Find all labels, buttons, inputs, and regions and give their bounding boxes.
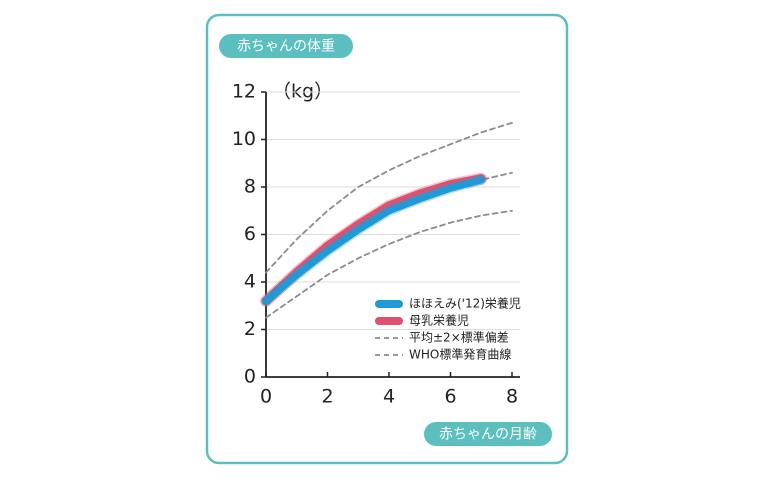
legend-label: WHO標準発育曲線 [409,347,511,362]
y-tick-label: 0 [244,366,256,388]
x-axis-label: 赤ちゃんの月齢 [439,427,537,443]
series-line [265,209,513,319]
y-tick-label: 6 [244,223,256,245]
legend-label: 母乳栄養児 [409,313,469,328]
x-tick-label: 6 [444,386,456,408]
x-tick-label: 0 [260,386,272,408]
x-tick-label: 8 [506,386,518,408]
series-line [262,176,485,305]
x-label-badge [424,422,552,446]
y-tick-label: 8 [244,176,256,198]
y-tick-label: 2 [244,318,256,340]
x-tick-label: 4 [383,386,395,408]
title-badge [219,34,353,58]
y-tick-label: 10 [232,128,256,150]
chart-title: 赤ちゃんの体重 [237,39,335,55]
y-tick-label: 4 [244,271,256,293]
card [205,13,569,465]
legend-label: 平均±2×標準偏差 [409,330,509,345]
legend-label: ほほえみ('12)栄養児 [409,296,521,311]
x-tick-label: 2 [321,386,333,408]
series-line [265,121,513,274]
y-tick-label: 12 [232,81,256,103]
